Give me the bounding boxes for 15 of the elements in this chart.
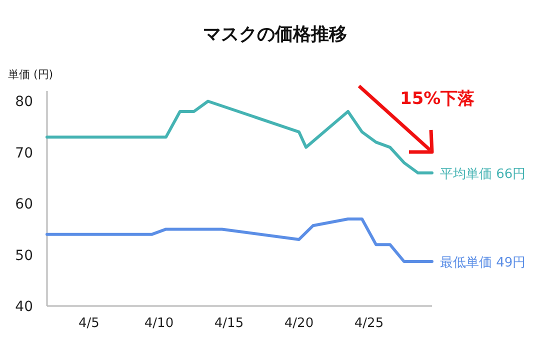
- y-tick-label: 60: [15, 196, 33, 213]
- x-tick-label: 4/20: [284, 316, 314, 331]
- x-tick-label: 4/10: [144, 316, 174, 331]
- chart-title: マスクの価格推移: [203, 24, 347, 45]
- y-axis-title: 単価 (円): [8, 68, 54, 81]
- annotation: 15%下落: [400, 89, 475, 109]
- series-label: 平均単価 66円: [440, 166, 526, 182]
- x-tick-label: 4/25: [354, 316, 384, 331]
- x-tick-label: 4/15: [214, 316, 244, 331]
- y-tick-label: 50: [15, 248, 33, 264]
- y-tick-label: 40: [15, 299, 33, 315]
- x-tick-label: 4/5: [78, 316, 100, 331]
- y-tick-label: 80: [15, 94, 33, 110]
- series-label: 最低単価 49円: [440, 255, 526, 270]
- y-tick-label: 70: [15, 145, 33, 162]
